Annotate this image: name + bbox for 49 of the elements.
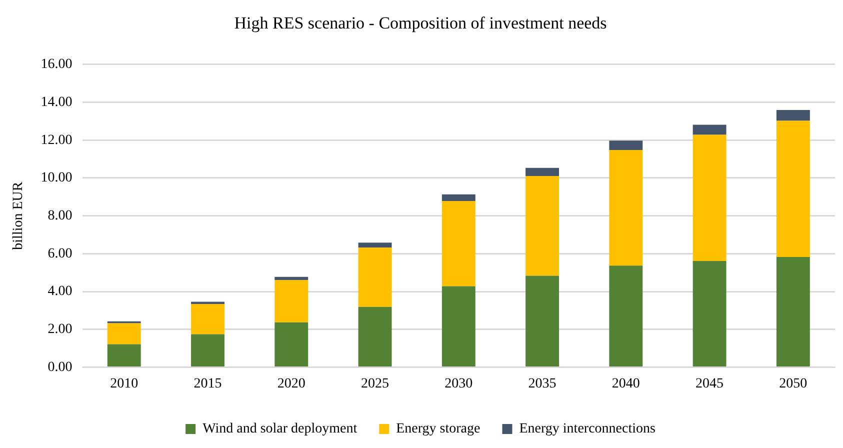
bar bbox=[358, 306, 392, 366]
x-tick-label: 2050 bbox=[779, 376, 808, 392]
bar bbox=[358, 242, 392, 248]
bar bbox=[191, 334, 224, 366]
y-tick-label: 6.00 bbox=[48, 246, 72, 262]
bar bbox=[442, 201, 476, 286]
bar bbox=[442, 194, 476, 202]
bar bbox=[274, 280, 308, 322]
bar bbox=[692, 261, 726, 366]
bar bbox=[191, 302, 224, 304]
x-tick-label: 2030 bbox=[444, 376, 473, 392]
y-tick-label: 14.00 bbox=[40, 94, 72, 110]
x-tick-label: 2015 bbox=[194, 376, 222, 392]
bar bbox=[358, 248, 392, 307]
bar bbox=[776, 120, 810, 258]
bar bbox=[274, 276, 308, 280]
legend-label: Energy storage bbox=[396, 422, 480, 437]
bar bbox=[609, 266, 643, 366]
y-tick-label: 8.00 bbox=[48, 208, 72, 224]
bar bbox=[776, 110, 810, 121]
x-tick-label: 2035 bbox=[528, 376, 556, 392]
bar bbox=[442, 286, 476, 366]
bar bbox=[526, 176, 560, 276]
x-tick-label: 2020 bbox=[277, 376, 306, 392]
bar bbox=[274, 322, 308, 366]
bar bbox=[609, 140, 643, 150]
bar bbox=[609, 150, 643, 266]
y-tick-label: 0.00 bbox=[48, 360, 72, 375]
x-tick-label: 2025 bbox=[361, 376, 390, 392]
x-tick-label: 2040 bbox=[612, 376, 640, 392]
bar bbox=[526, 168, 560, 176]
bar bbox=[191, 304, 224, 334]
bar bbox=[776, 257, 810, 366]
y-axis-title: billion EUR bbox=[11, 181, 26, 250]
legend-label: Energy interconnections bbox=[519, 422, 656, 437]
x-tick-label: 2010 bbox=[110, 376, 138, 392]
bar bbox=[692, 134, 726, 262]
y-tick-label: 4.00 bbox=[48, 284, 72, 300]
bar bbox=[526, 276, 560, 366]
bar bbox=[692, 124, 726, 135]
bar bbox=[107, 323, 141, 344]
x-tick-label: 2045 bbox=[696, 376, 724, 392]
chart-title: High RES scenario - Composition of investment needs bbox=[234, 14, 607, 33]
bar bbox=[107, 344, 141, 366]
y-tick-label: 12.00 bbox=[40, 132, 72, 148]
y-tick-label: 10.00 bbox=[40, 170, 72, 186]
y-tick-label: 2.00 bbox=[48, 322, 72, 338]
y-tick-label: 16.00 bbox=[40, 57, 72, 72]
legend-label: Wind and solar deployment bbox=[202, 422, 358, 437]
